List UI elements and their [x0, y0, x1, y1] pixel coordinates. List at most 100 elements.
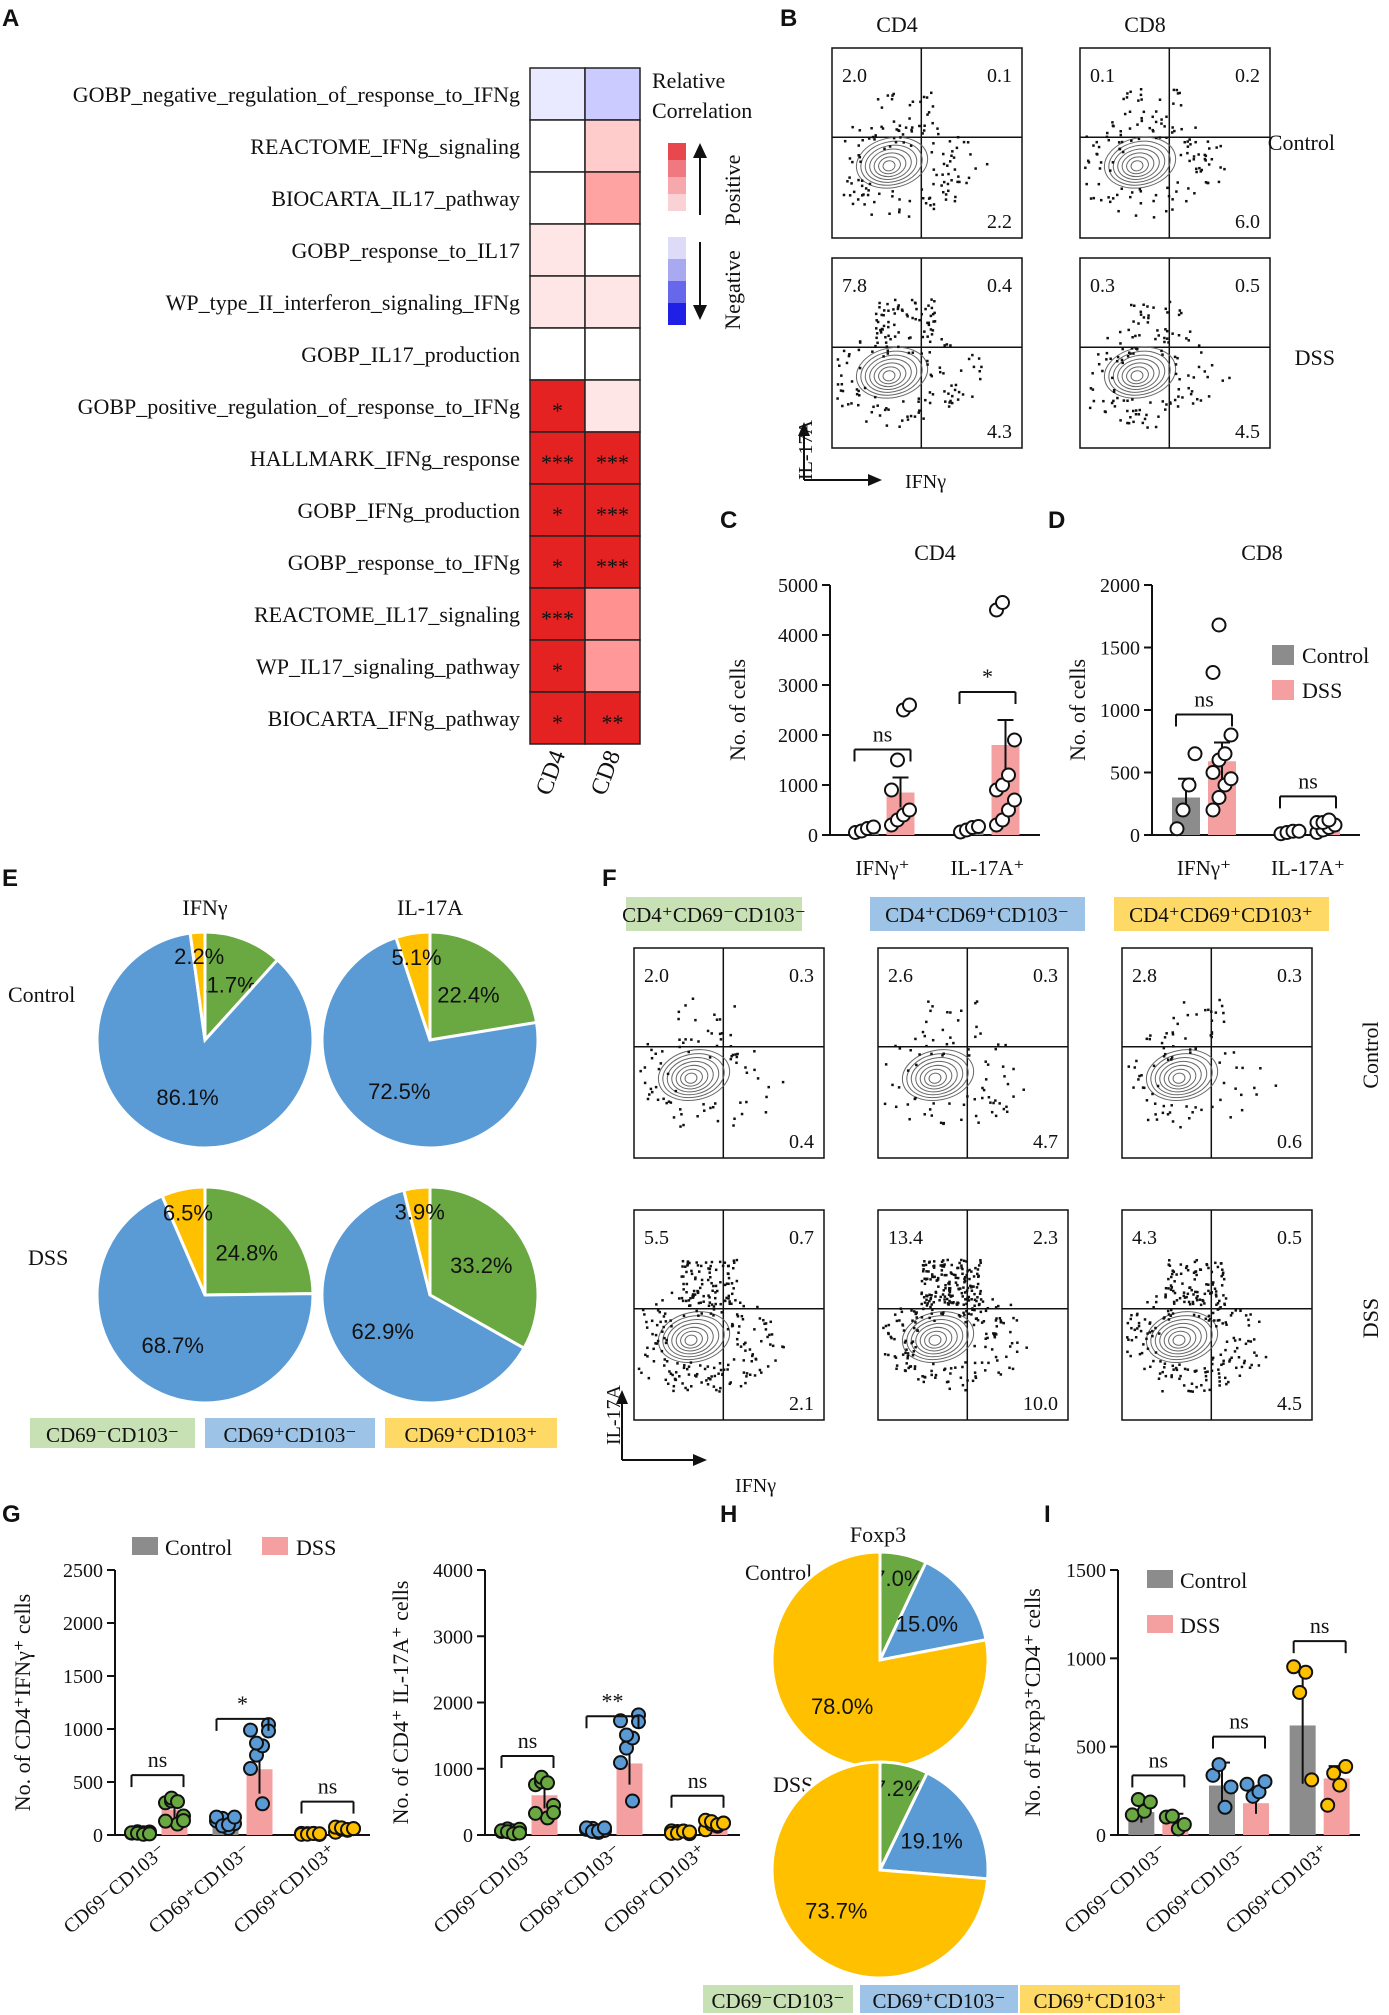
event-dot	[928, 351, 932, 354]
event-dot	[672, 1389, 675, 1393]
event-dot	[1143, 1318, 1147, 1321]
legend-swatch	[30, 1418, 195, 1448]
event-dot	[674, 1089, 678, 1093]
event-dot	[1240, 1093, 1243, 1097]
event-dot	[1137, 322, 1140, 325]
event-dot	[1165, 115, 1168, 119]
event-dot	[745, 1372, 749, 1375]
event-dot	[710, 1303, 714, 1306]
event-dot	[1211, 1311, 1215, 1315]
event-dot	[1216, 1265, 1220, 1269]
event-dot	[727, 1294, 731, 1298]
event-dot	[1107, 138, 1111, 142]
event-dot	[734, 1299, 737, 1302]
data-point	[1338, 1759, 1354, 1775]
event-dot	[855, 388, 859, 391]
event-dot	[875, 332, 879, 335]
event-dot	[997, 1043, 1000, 1046]
event-dot	[973, 1371, 977, 1374]
event-dot	[952, 1273, 956, 1277]
data-point	[1175, 802, 1191, 818]
event-dot	[682, 1288, 685, 1291]
contour-line	[873, 362, 907, 388]
event-dot	[902, 400, 905, 403]
event-dot	[1167, 1277, 1170, 1281]
event-dot	[1165, 136, 1168, 139]
legend-swatch	[1020, 1985, 1180, 2013]
event-dot	[925, 1304, 929, 1307]
event-dot	[1192, 155, 1196, 158]
contour-line	[855, 136, 929, 189]
event-dot	[1215, 1325, 1218, 1328]
event-dot	[720, 1032, 724, 1035]
event-dot	[737, 1331, 740, 1334]
event-dot	[664, 1320, 668, 1323]
event-dot	[1002, 1321, 1005, 1325]
event-dot	[909, 1365, 913, 1368]
event-dot	[990, 1110, 994, 1114]
event-dot	[1112, 389, 1116, 392]
event-dot	[891, 94, 894, 97]
event-dot	[1220, 1274, 1223, 1278]
event-dot	[1126, 355, 1130, 358]
event-dot	[1217, 180, 1221, 184]
event-dot	[1138, 1074, 1141, 1078]
event-dot	[914, 1345, 917, 1349]
event-dot	[1171, 1272, 1174, 1276]
event-dot	[1140, 116, 1143, 120]
data-point	[1211, 617, 1227, 633]
event-dot	[1206, 140, 1210, 143]
event-dot	[866, 193, 870, 197]
event-dot	[1132, 1086, 1135, 1089]
event-dot	[1152, 1359, 1155, 1363]
event-dot	[1139, 1329, 1143, 1333]
event-dot	[1130, 1313, 1133, 1317]
event-dot	[915, 1316, 918, 1319]
event-dot	[1116, 193, 1119, 197]
event-dot	[1200, 1108, 1203, 1112]
event-dot	[987, 1095, 991, 1099]
event-dot	[884, 1063, 888, 1066]
event-dot	[895, 1364, 899, 1367]
y-tick-label: 500	[73, 1772, 103, 1794]
event-dot	[925, 1298, 928, 1302]
event-dot	[1206, 181, 1209, 185]
event-dot	[923, 1113, 926, 1116]
event-dot	[970, 1289, 974, 1292]
event-dot	[954, 1366, 957, 1369]
contour-line	[882, 370, 896, 382]
event-dot	[948, 1299, 951, 1303]
event-dot	[659, 1320, 662, 1324]
y-tick-label: 1500	[1100, 638, 1140, 660]
flow-column-title: CD4⁺CD69⁻CD103⁻	[622, 903, 806, 927]
event-dot	[949, 1271, 953, 1274]
event-dot	[1210, 1032, 1214, 1035]
event-dot	[975, 1025, 978, 1029]
quadrant-value: 0.6	[1277, 1131, 1302, 1153]
contour-line	[860, 350, 923, 396]
event-dot	[995, 1325, 999, 1328]
event-dot	[950, 401, 954, 405]
event-dot	[682, 1314, 686, 1318]
event-dot	[1186, 1268, 1190, 1272]
event-dot	[887, 334, 890, 338]
event-dot	[942, 372, 945, 375]
event-dot	[1133, 1066, 1137, 1069]
event-dot	[1084, 166, 1087, 170]
event-dot	[1099, 198, 1103, 202]
event-dot	[953, 168, 957, 171]
event-dot	[882, 324, 886, 328]
contour-line	[864, 144, 918, 183]
event-dot	[1242, 1361, 1246, 1365]
event-dot	[981, 1300, 985, 1303]
y-tick-label: 2000	[63, 1613, 103, 1635]
event-dot	[1219, 1098, 1222, 1102]
event-dot	[715, 1044, 719, 1048]
event-dot	[891, 195, 894, 198]
event-dot	[1149, 1034, 1152, 1037]
event-dot	[966, 1379, 969, 1382]
data-point	[528, 1805, 543, 1821]
event-dot	[945, 1297, 949, 1301]
event-dot	[690, 1038, 693, 1041]
event-dot	[1163, 336, 1166, 340]
